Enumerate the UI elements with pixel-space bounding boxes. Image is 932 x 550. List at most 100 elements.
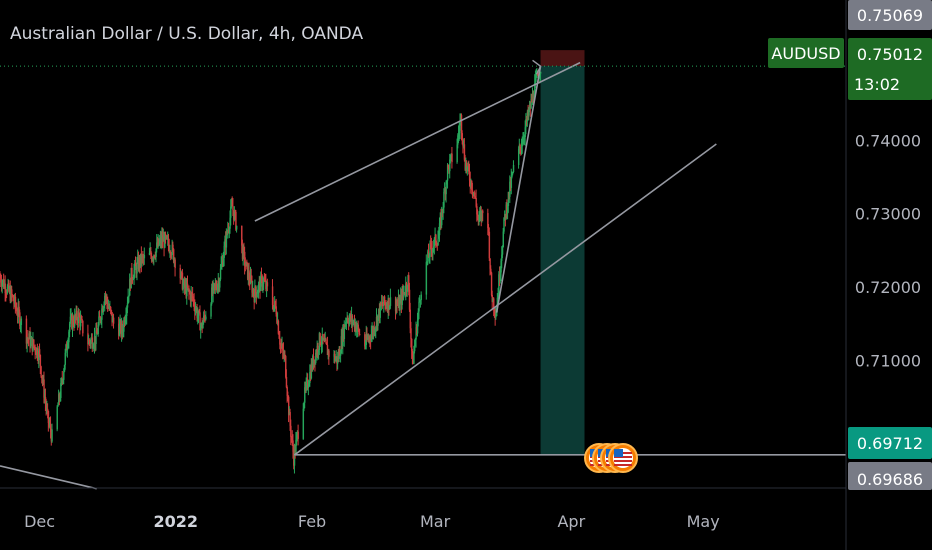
candle-body <box>44 397 47 404</box>
trendline-old-downtrend[interactable] <box>0 465 97 490</box>
candle-body <box>337 357 339 364</box>
candle-body <box>476 214 479 217</box>
stop-loss-zone[interactable] <box>540 50 585 67</box>
candle-body <box>409 309 411 329</box>
candle-body <box>19 325 22 327</box>
candle-body <box>72 317 75 325</box>
trendline-rally-line[interactable] <box>495 66 542 313</box>
candle-body <box>279 344 282 346</box>
candle-body <box>378 308 380 315</box>
candle-body <box>167 238 169 240</box>
candle-body <box>397 298 400 305</box>
candle-body <box>504 214 506 218</box>
candle-body <box>106 296 108 303</box>
trendline-channel-upper[interactable] <box>254 61 581 222</box>
candle-body <box>246 261 248 263</box>
candle-body <box>519 144 521 148</box>
take-profit-zone[interactable] <box>540 66 585 455</box>
candle-body <box>17 306 20 316</box>
candle-body <box>406 289 409 291</box>
candle-body <box>338 349 340 359</box>
candle-body <box>473 192 475 195</box>
candle-body <box>187 288 190 290</box>
candle-body <box>188 288 190 293</box>
candle-body <box>97 325 99 335</box>
candle-body <box>411 338 413 351</box>
candle-body <box>166 236 168 239</box>
candle-body <box>412 357 414 364</box>
economic-events[interactable] <box>584 443 638 473</box>
candle-body <box>156 242 158 249</box>
position-tool[interactable] <box>540 50 585 455</box>
candle-body <box>220 264 223 269</box>
candle-body <box>49 424 51 426</box>
candle-body <box>457 132 460 136</box>
candle-body <box>182 283 184 290</box>
candle-body <box>283 354 285 356</box>
candle-body <box>189 293 192 302</box>
candle-body <box>134 262 137 266</box>
candle-body <box>356 324 359 329</box>
candle-body <box>110 306 112 311</box>
time-axis[interactable]: Dec 2022 Feb Mar Apr May <box>0 487 846 531</box>
candle-body <box>445 182 447 195</box>
candle-body <box>326 344 329 356</box>
candle-body <box>121 323 124 333</box>
candle-body <box>506 206 509 214</box>
candle-body <box>318 349 320 352</box>
candle-body <box>252 288 255 295</box>
candle-body <box>33 339 35 346</box>
candle-body <box>430 243 433 249</box>
candle-body <box>163 237 165 248</box>
candle-body <box>333 353 335 357</box>
candle-body <box>305 382 307 389</box>
candle-body <box>49 424 52 433</box>
candle-body <box>478 214 480 221</box>
candle-body <box>230 206 232 218</box>
us-flag-icon[interactable] <box>608 443 638 473</box>
trendline-channel-lower[interactable] <box>293 143 717 456</box>
candle-body <box>196 308 198 318</box>
candle-body <box>490 268 492 273</box>
rally-arrow-head <box>532 59 542 75</box>
candle-body <box>443 191 445 208</box>
candle-body <box>480 212 483 219</box>
candle-body <box>152 258 154 260</box>
candle-body <box>105 296 108 298</box>
candle-body <box>258 280 261 285</box>
candle-body <box>46 408 48 410</box>
candle-body <box>71 315 73 329</box>
candle-body <box>285 376 288 388</box>
candle-body <box>444 189 447 195</box>
candle-body <box>107 307 110 309</box>
candle-body <box>27 337 29 339</box>
candle-body <box>461 133 463 141</box>
candle-body <box>185 284 187 297</box>
candle-body <box>223 245 225 258</box>
candle-body <box>259 280 261 291</box>
candle-body <box>16 314 19 316</box>
candle-body <box>290 425 292 437</box>
candle-body <box>397 304 399 306</box>
candle-body <box>93 336 96 346</box>
candle-body <box>290 436 293 439</box>
candle-body <box>235 225 238 230</box>
candle-body <box>153 255 155 260</box>
bar-countdown: 13:02 <box>854 75 900 94</box>
candle-body <box>26 337 28 344</box>
candle-body <box>435 234 437 245</box>
candle-body <box>202 322 204 329</box>
candle-body <box>498 274 501 281</box>
candle-body <box>5 293 7 295</box>
candle-body <box>339 349 341 356</box>
candle-body <box>279 338 281 345</box>
candle-body <box>384 303 387 305</box>
candle-body <box>450 153 452 156</box>
candle-body <box>474 192 476 197</box>
candle-body <box>5 293 8 295</box>
candle-body <box>339 353 342 356</box>
candle-body <box>101 308 103 320</box>
drawings-layer[interactable] <box>0 59 846 490</box>
candle-body <box>8 288 11 292</box>
